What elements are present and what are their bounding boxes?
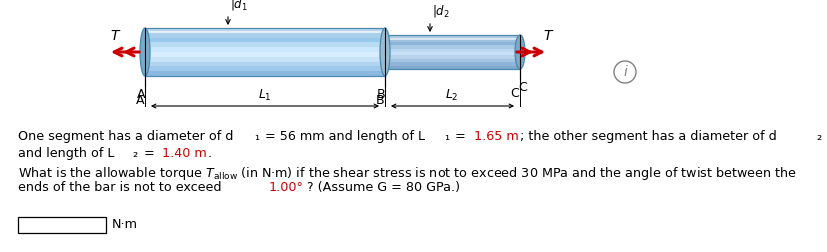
- Bar: [145, 57, 385, 61]
- Bar: [145, 42, 385, 47]
- Text: ; the other segment has a diameter of d: ; the other segment has a diameter of d: [520, 130, 777, 143]
- Bar: [145, 33, 385, 38]
- Text: ₁: ₁: [254, 130, 259, 143]
- Bar: [385, 59, 520, 62]
- Text: 1.65 m: 1.65 m: [474, 130, 519, 143]
- Bar: [145, 38, 385, 42]
- Bar: [145, 71, 385, 76]
- Text: $|d_1$: $|d_1$: [230, 0, 248, 12]
- Text: ? (Assume G = 80 GPa.): ? (Assume G = 80 GPa.): [307, 181, 460, 194]
- Bar: [145, 47, 385, 52]
- Bar: [145, 52, 385, 57]
- Ellipse shape: [515, 35, 525, 69]
- Text: $L_1$: $L_1$: [258, 88, 272, 103]
- Text: .: .: [208, 147, 213, 160]
- Bar: [385, 38, 520, 42]
- Text: T: T: [111, 29, 119, 43]
- Text: i: i: [623, 65, 627, 79]
- Text: and length of L: and length of L: [18, 147, 114, 160]
- Text: ₂: ₂: [132, 147, 137, 160]
- Text: C: C: [519, 81, 528, 94]
- Text: B: B: [376, 88, 385, 101]
- Text: = 56 mm and length of L: = 56 mm and length of L: [261, 130, 425, 143]
- Bar: [145, 66, 385, 71]
- Text: B: B: [375, 94, 385, 107]
- Text: ₁: ₁: [444, 130, 449, 143]
- Bar: [18, 217, 106, 233]
- Bar: [385, 66, 520, 69]
- Text: $L_2$: $L_2$: [445, 88, 459, 103]
- Text: What is the allowable torque $T_\mathrm{allow}$ (in N·m) if the shear stress is : What is the allowable torque $T_\mathrm{…: [18, 165, 796, 182]
- Text: T: T: [543, 29, 552, 43]
- Text: =: =: [452, 130, 470, 143]
- Bar: [385, 55, 520, 59]
- Bar: [145, 28, 385, 76]
- Text: One segment has a diameter of d: One segment has a diameter of d: [18, 130, 233, 143]
- Bar: [145, 28, 385, 33]
- Bar: [385, 45, 520, 49]
- Text: ends of the bar is not to exceed: ends of the bar is not to exceed: [18, 181, 226, 194]
- Text: C: C: [510, 87, 519, 100]
- Text: $|d_2$: $|d_2$: [432, 3, 450, 19]
- Bar: [385, 62, 520, 66]
- Ellipse shape: [140, 28, 150, 76]
- Text: =: =: [140, 147, 159, 160]
- Text: = 48 mm: = 48 mm: [824, 130, 827, 143]
- Text: 1.40 m: 1.40 m: [162, 147, 208, 160]
- Bar: [385, 35, 520, 69]
- Text: ₂: ₂: [816, 130, 821, 143]
- Ellipse shape: [380, 28, 390, 76]
- Bar: [385, 49, 520, 52]
- Text: N·m: N·m: [112, 218, 138, 232]
- Bar: [385, 35, 520, 38]
- Bar: [145, 61, 385, 66]
- Text: 1.00°: 1.00°: [269, 181, 304, 194]
- Bar: [385, 42, 520, 45]
- Text: A: A: [136, 88, 146, 101]
- Text: A: A: [136, 94, 144, 107]
- Bar: [385, 52, 520, 55]
